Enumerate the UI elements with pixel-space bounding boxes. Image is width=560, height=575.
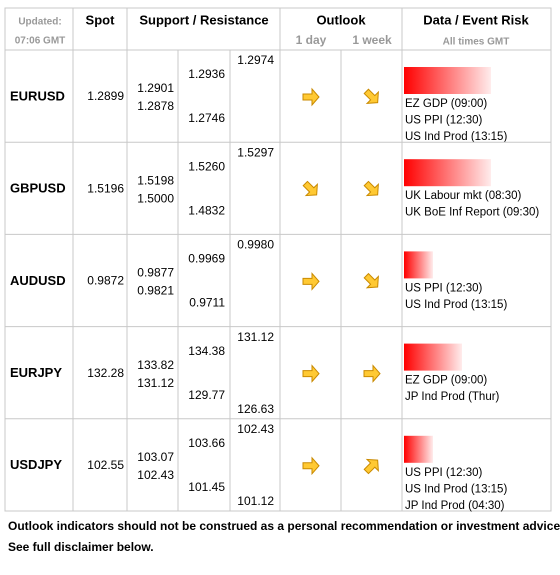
outlook-arrow — [302, 87, 320, 107]
support-level: 131.12 — [137, 376, 174, 390]
updated-time: 07:06 GMT — [15, 36, 66, 47]
resistance-level: 131.12 — [237, 330, 274, 344]
spot: 1.5196 — [87, 181, 124, 195]
spot-header: Spot — [86, 12, 116, 27]
resistance-level: 1.5297 — [237, 145, 274, 159]
event: JP Ind Prod (04:30) — [405, 500, 505, 512]
resistance-level: 102.43 — [237, 422, 274, 436]
support-level: 126.63 — [237, 402, 274, 416]
event: JP Ind Prod (Thur) — [405, 391, 500, 403]
event: UK Labour mkt (08:30) — [405, 190, 522, 202]
risk-bar — [404, 67, 491, 94]
outlook-header: Outlook — [316, 12, 366, 27]
resistance-level: 1.2936 — [188, 67, 225, 81]
spot: 1.2899 — [87, 89, 124, 103]
event: US Ind Prod (13:15) — [405, 131, 507, 143]
outlook-week: 1 week — [352, 33, 392, 47]
support-level: 102.43 — [137, 468, 174, 482]
resistance-level: 103.66 — [188, 436, 225, 450]
outlook-day: 1 day — [296, 33, 327, 47]
support-level: 101.45 — [188, 480, 225, 494]
pair: USDJPY — [10, 457, 62, 472]
support-level: 1.5000 — [137, 191, 174, 205]
table-border — [4, 7, 552, 512]
resistance-level: 1.5198 — [137, 173, 174, 187]
event: US PPI (12:30) — [405, 282, 483, 294]
pair: EURJPY — [10, 365, 62, 380]
resistance-level: 134.38 — [188, 344, 225, 358]
support-level: 1.2878 — [137, 99, 174, 113]
outlook-arrow — [363, 364, 381, 383]
risk-bar — [404, 251, 433, 279]
updated-label: Updated: — [18, 17, 61, 28]
footer-line: See full disclaimer below. — [8, 540, 154, 554]
pair: GBPUSD — [10, 181, 66, 196]
outlook-arrow — [302, 364, 320, 383]
pair: AUDUSD — [10, 273, 66, 288]
event: EZ GDP (09:00) — [405, 375, 487, 387]
resistance-level: 0.9969 — [188, 252, 225, 266]
risk-bar — [404, 435, 433, 463]
resistance-level: 0.9877 — [137, 266, 174, 280]
event: UK BoE Inf Report (09:30) — [405, 207, 539, 219]
outlook-arrow — [363, 180, 379, 197]
event: US Ind Prod (13:15) — [405, 483, 507, 495]
pair: EURUSD — [10, 88, 65, 103]
support-level: 1.4832 — [188, 203, 225, 217]
resistance-level: 103.07 — [137, 450, 174, 464]
resistance-level: 0.9980 — [237, 238, 274, 252]
support-level: 0.9821 — [137, 284, 174, 298]
resistance-level: 1.5260 — [188, 159, 225, 173]
event: EZ GDP (09:00) — [405, 98, 487, 110]
spot: 132.28 — [87, 366, 124, 380]
footer-line: Outlook indicators should not be constru… — [8, 519, 560, 533]
event: US PPI (12:30) — [405, 467, 483, 479]
spot: 102.55 — [87, 458, 124, 472]
outlook-arrow — [363, 88, 379, 104]
resistance-level: 133.82 — [137, 358, 174, 372]
times-note: All times GMT — [443, 37, 510, 48]
risk-bar — [404, 343, 462, 371]
support-level: 101.12 — [237, 494, 274, 508]
event: US Ind Prod (13:15) — [405, 299, 507, 311]
resistance-level: 1.2901 — [137, 81, 174, 95]
outlook-arrow — [363, 272, 379, 289]
support-level: 129.77 — [188, 388, 225, 402]
risk-bar — [404, 159, 491, 187]
support-level: 0.9711 — [189, 296, 225, 310]
support-level: 1.2746 — [188, 111, 225, 125]
sr-header: Support / Resistance — [139, 12, 268, 27]
resistance-level: 1.2974 — [237, 53, 274, 67]
event: US PPI (12:30) — [405, 115, 483, 127]
outlook-arrow — [363, 458, 379, 475]
risk-header: Data / Event Risk — [423, 12, 529, 27]
outlook-arrow — [302, 456, 320, 476]
spot: 0.9872 — [87, 274, 124, 288]
outlook-arrow — [302, 272, 320, 291]
outlook-arrow — [302, 180, 318, 197]
